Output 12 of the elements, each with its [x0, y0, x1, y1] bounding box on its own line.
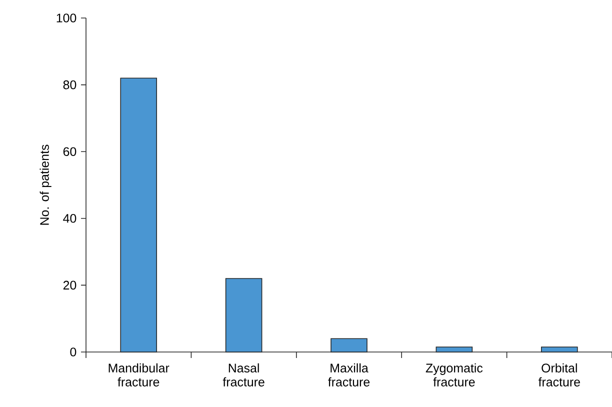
y-tick-label: 80: [63, 80, 76, 90]
y-axis-title: No. of patients: [40, 144, 52, 225]
x-tick-label: Zygomatic fracture: [426, 363, 483, 386]
x-tick-label: Orbital fracture: [538, 363, 580, 386]
x-tick-label: Nasal fracture: [222, 363, 264, 386]
x-tick-label: Mandibular fracture: [108, 363, 170, 386]
x-tick-label: Maxilla fracture: [328, 363, 370, 386]
y-tick-label: 40: [63, 214, 76, 223]
y-tick-label: 60: [63, 147, 76, 156]
y-tick-label: 100: [56, 14, 76, 22]
y-tick-label: 20: [63, 280, 76, 290]
y-tick-label: 0: [70, 348, 76, 356]
